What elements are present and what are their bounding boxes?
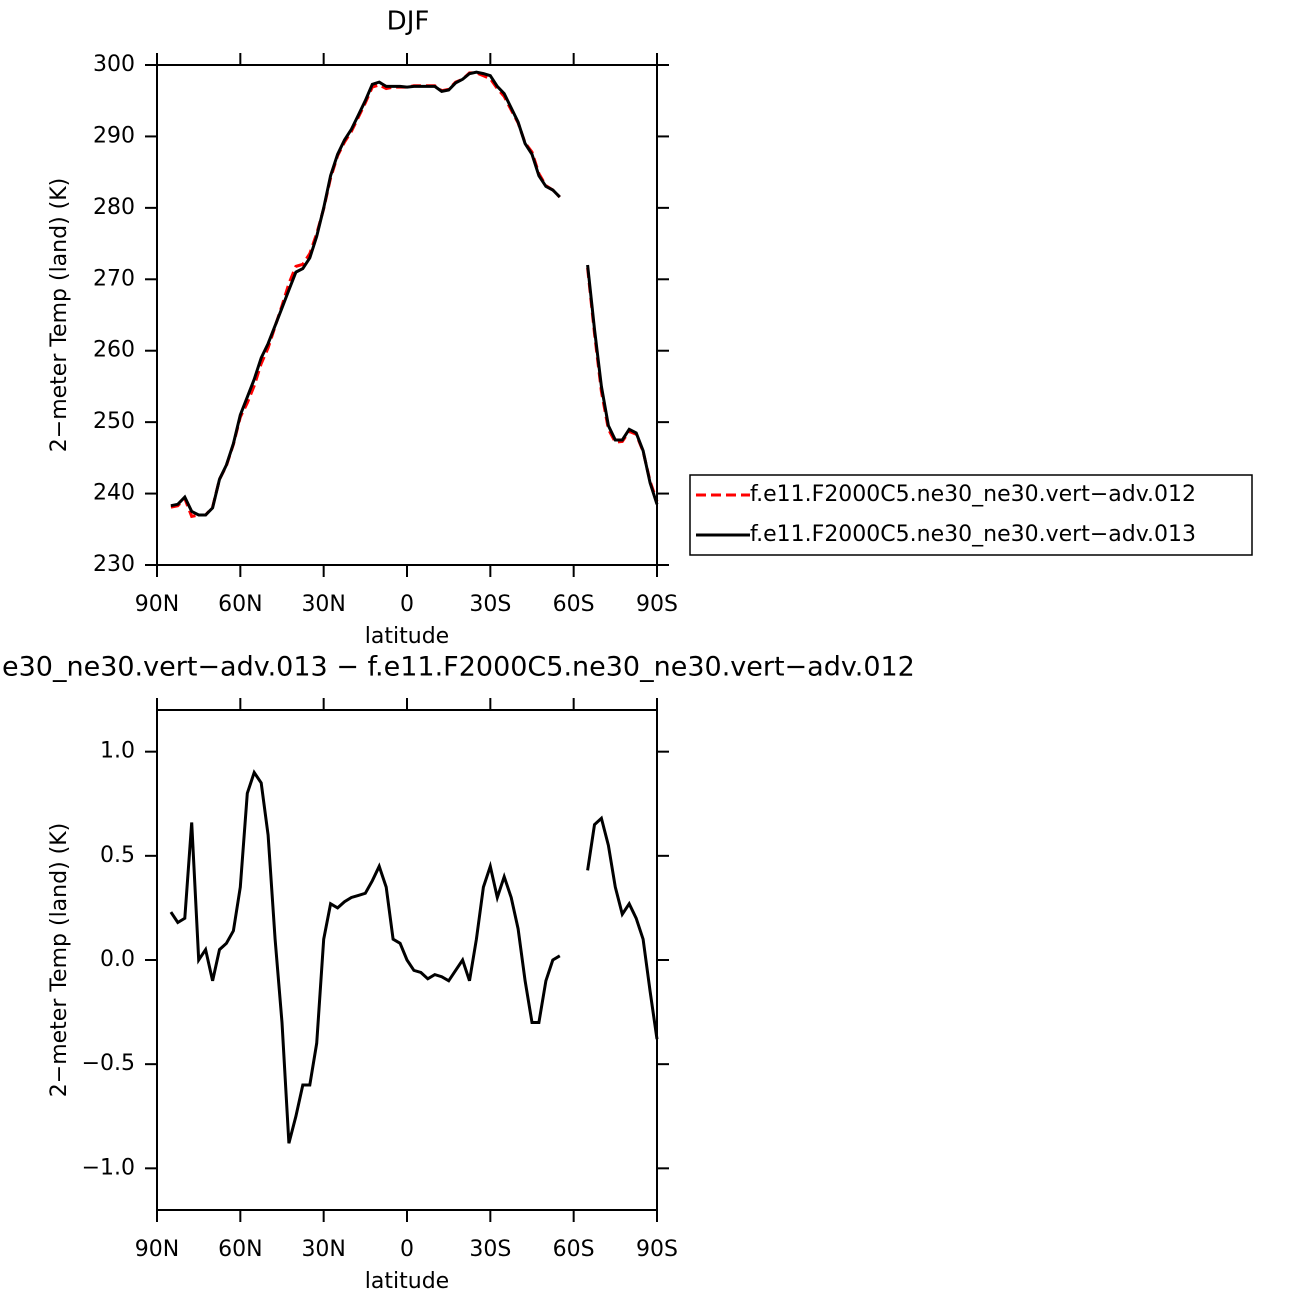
- x-tick-label: 30S: [469, 592, 511, 617]
- x-tick-label: 0: [400, 1237, 414, 1262]
- y-tick-label: 260: [93, 338, 135, 363]
- x-tick-label: 60S: [553, 592, 595, 617]
- x-tick-label: 60S: [553, 1237, 595, 1262]
- series-line: [170, 71, 561, 519]
- series-line: [586, 815, 659, 1040]
- x-axis-label: latitude: [365, 624, 449, 649]
- x-axis-label: latitude: [365, 1269, 449, 1294]
- y-tick-label: −0.5: [82, 1051, 135, 1076]
- y-axis-label: 2−meter Temp (land) (K): [47, 178, 72, 452]
- y-tick-label: 230: [93, 552, 135, 577]
- x-tick-label: 90S: [636, 592, 678, 617]
- x-tick-label: 60N: [218, 1237, 262, 1262]
- x-tick-label: 90N: [135, 1237, 179, 1262]
- y-tick-label: 290: [93, 123, 135, 148]
- x-tick-label: 60N: [218, 592, 262, 617]
- chart-title: DJF: [387, 7, 430, 37]
- series-line: [169, 769, 561, 1144]
- chart-title: e30_ne30.vert−adv.013 − f.e11.F2000C5.ne…: [2, 652, 915, 683]
- plot-frame: [156, 709, 658, 1211]
- legend-label: f.e11.F2000C5.ne30_ne30.vert−adv.013: [750, 522, 1196, 547]
- y-tick-label: 1.0: [100, 739, 135, 764]
- y-axis-label: 2−meter Temp (land) (K): [47, 823, 72, 1097]
- series-line: [170, 70, 561, 517]
- x-tick-label: 30N: [301, 592, 345, 617]
- y-tick-label: 270: [93, 266, 135, 291]
- legend-box: [689, 474, 1253, 556]
- y-tick-label: 300: [93, 52, 135, 77]
- y-tick-label: 280: [93, 195, 135, 220]
- x-tick-label: 30S: [469, 1237, 511, 1262]
- y-tick-label: −1.0: [82, 1155, 135, 1180]
- y-tick-label: 0.0: [100, 947, 135, 972]
- y-tick-label: 240: [93, 481, 135, 506]
- x-tick-label: 30N: [301, 1237, 345, 1262]
- x-tick-label: 90N: [135, 592, 179, 617]
- x-tick-label: 90S: [636, 1237, 678, 1262]
- series-line: [586, 264, 659, 505]
- y-tick-label: 0.5: [100, 843, 135, 868]
- plot-frame: [156, 64, 658, 566]
- x-tick-label: 0: [400, 592, 414, 617]
- y-tick-label: 250: [93, 409, 135, 434]
- legend-label: f.e11.F2000C5.ne30_ne30.vert−adv.012: [750, 482, 1196, 507]
